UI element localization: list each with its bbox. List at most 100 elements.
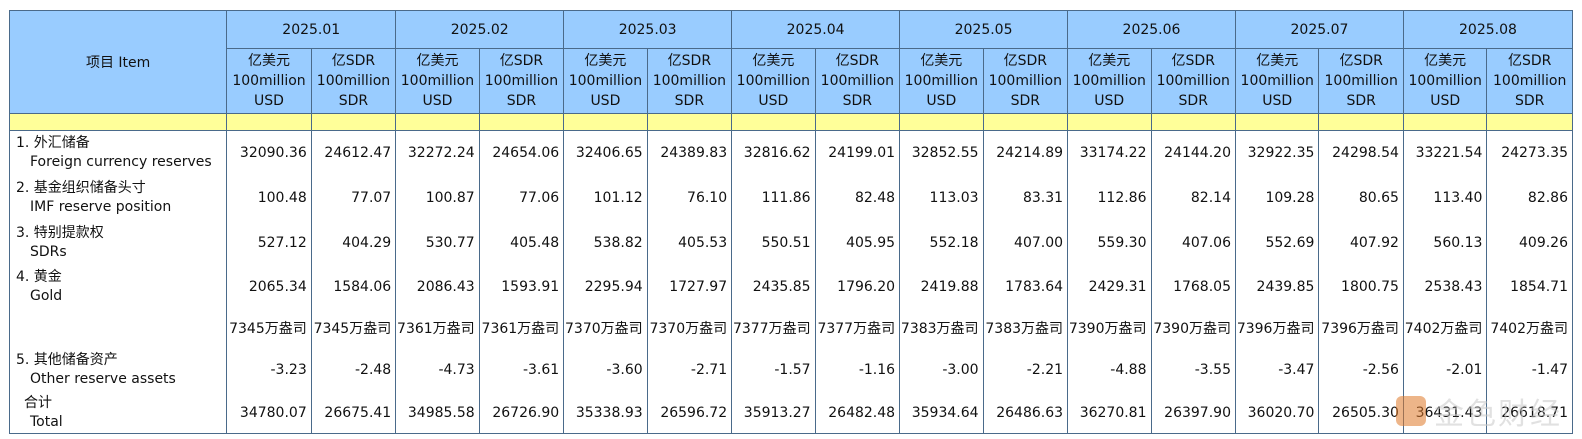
unit-line: 100million xyxy=(400,73,475,89)
row-label-cn: 3. 特别提款权 xyxy=(16,224,104,241)
value-cell: 112.86 xyxy=(1067,174,1152,221)
unit-line: USD xyxy=(758,93,789,109)
unit-line: 亿美元 xyxy=(1424,53,1467,69)
value-cell: 1854.71 xyxy=(1486,264,1573,309)
unit-line: 100million xyxy=(820,73,895,89)
value-cell: 82.48 xyxy=(814,174,901,221)
value-cell: 409.26 xyxy=(1486,220,1573,265)
value-cell: -3.60 xyxy=(563,346,648,394)
yellow-cell xyxy=(226,113,312,131)
unit-line: 亿美元 xyxy=(1256,53,1299,69)
value-cell: 7345万盎司 xyxy=(226,308,312,347)
value-cell: 7402万盎司 xyxy=(1486,308,1573,347)
value-cell: 7396万盎司 xyxy=(1234,308,1320,347)
yellow-cell xyxy=(563,113,648,131)
value-cell: 1800.75 xyxy=(1318,264,1404,309)
yellow-cell xyxy=(814,113,901,131)
unit-line: SDR xyxy=(338,93,369,109)
value-cell: -1.47 xyxy=(1486,346,1573,394)
value-cell: 552.69 xyxy=(1234,220,1320,265)
unit-line: 亿SDR xyxy=(331,53,376,69)
value-cell: 530.77 xyxy=(395,220,480,265)
value-cell: -3.23 xyxy=(226,346,312,394)
row-label-en: SDRs xyxy=(30,243,67,260)
month-header: 2025.02 xyxy=(395,10,565,49)
value-cell: 7402万盎司 xyxy=(1402,308,1488,347)
unit-line: 亿SDR xyxy=(835,53,880,69)
table-row: 5. 其他储备资产 Other reserve assets -3.23 -2.48-… xyxy=(8,346,1573,394)
value-cell: 2065.34 xyxy=(226,264,312,309)
value-cell: 7345万盎司 xyxy=(310,308,397,347)
unit-line: USD xyxy=(422,93,453,109)
value-cell: 2435.85 xyxy=(731,264,816,309)
row-label-en: Gold xyxy=(30,287,63,304)
value-cell: 2429.31 xyxy=(1067,264,1152,309)
unit-line: 100million xyxy=(1493,73,1567,89)
unit-header-usd: 亿美元 100million USD xyxy=(395,48,480,114)
value-cell: 1584.06 xyxy=(310,264,397,309)
value-cell: -4.73 xyxy=(395,346,480,394)
value-cell: 7361万盎司 xyxy=(478,308,565,347)
unit-line: 亿SDR xyxy=(667,53,712,69)
yellow-separator-row xyxy=(8,113,1573,131)
yellow-cell xyxy=(1150,113,1236,131)
value-cell: -2.56 xyxy=(1318,346,1404,394)
value-cell: 407.06 xyxy=(1150,220,1236,265)
value-cell: -1.16 xyxy=(814,346,901,394)
unit-line: 亿SDR xyxy=(1339,53,1383,69)
value-cell: 35934.64 xyxy=(899,393,984,434)
value-cell: -2.01 xyxy=(1402,346,1488,394)
unit-header-sdr: 亿SDR 100million SDR xyxy=(646,48,733,114)
month-header: 2025.06 xyxy=(1067,10,1236,49)
unit-header-row: 亿美元 100million USD 亿SDR 100million SDR 亿美元 100m… xyxy=(10,48,1573,114)
value-cell: 2086.43 xyxy=(395,264,480,309)
yellow-cell xyxy=(478,113,565,131)
value-cell: 26618.71 xyxy=(1486,393,1573,434)
unit-header-usd: 亿美元 100million USD xyxy=(731,48,816,114)
unit-line: 100million xyxy=(736,73,811,89)
value-cell: 113.03 xyxy=(899,174,984,221)
value-cell: 24199.01 xyxy=(814,130,901,175)
month-header: 2025.01 xyxy=(226,10,397,49)
unit-line: USD xyxy=(254,93,284,109)
value-cell: 552.18 xyxy=(899,220,984,265)
unit-header-sdr: 亿SDR 100million SDR xyxy=(1486,48,1573,114)
unit-header-usd: 亿美元 100million USD xyxy=(226,48,312,114)
value-cell: 405.53 xyxy=(646,220,733,265)
row-label: 2. 基金组织储备头寸 IMF reserve position xyxy=(8,174,228,221)
unit-header-sdr: 亿SDR 100million SDR xyxy=(310,48,397,114)
value-cell: 7396万盎司 xyxy=(1318,308,1404,347)
value-cell: 2295.94 xyxy=(563,264,648,309)
value-cell: 33221.54 xyxy=(1402,130,1488,175)
value-cell: -2.48 xyxy=(310,346,397,394)
value-cell: -3.61 xyxy=(478,346,565,394)
value-cell: 24273.35 xyxy=(1486,130,1573,175)
value-cell: 26482.48 xyxy=(814,393,901,434)
unit-header-usd: 亿美元 100million USD xyxy=(1402,48,1488,114)
unit-header-usd: 亿美元 100million USD xyxy=(563,48,648,114)
value-cell: 7377万盎司 xyxy=(814,308,901,347)
value-cell: 404.29 xyxy=(310,220,397,265)
unit-line: 100million xyxy=(1324,73,1398,89)
value-cell: 83.31 xyxy=(982,174,1069,221)
value-cell: 7370万盎司 xyxy=(646,308,733,347)
value-cell: 82.86 xyxy=(1486,174,1573,221)
unit-line: 100million xyxy=(568,73,643,89)
value-cell: 405.95 xyxy=(814,220,901,265)
row-label: 4. 黄金 Gold xyxy=(8,264,228,309)
unit-header-sdr: 亿SDR 100million SDR xyxy=(982,48,1069,114)
value-cell: 7377万盎司 xyxy=(731,308,816,347)
item-header: 项目 Item xyxy=(8,10,228,114)
unit-line: SDR xyxy=(1346,93,1376,109)
unit-line: 100million xyxy=(904,73,978,89)
value-cell: 550.51 xyxy=(731,220,816,265)
value-cell: 32852.55 xyxy=(899,130,984,175)
value-cell: 1727.97 xyxy=(646,264,733,309)
unit-line: 100million xyxy=(1156,73,1230,89)
unit-line: 亿美元 xyxy=(416,53,459,69)
value-cell: 1783.64 xyxy=(982,264,1069,309)
value-cell: 2538.43 xyxy=(1402,264,1488,309)
unit-line: 100million xyxy=(652,73,727,89)
unit-line: 100million xyxy=(316,73,391,89)
watermark: 金色财经 xyxy=(1396,389,1562,433)
